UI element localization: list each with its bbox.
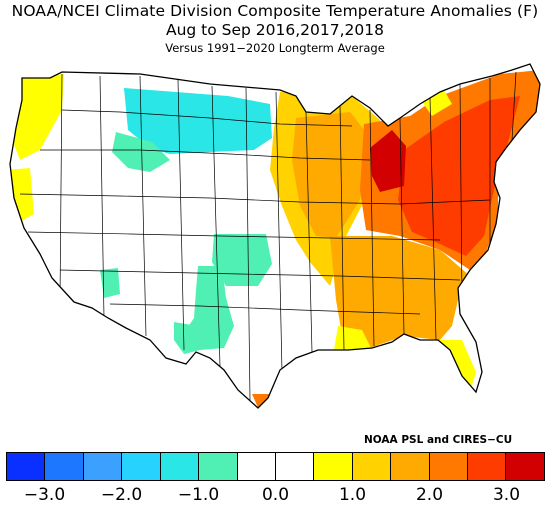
division-boundary-line xyxy=(59,73,63,301)
color-scale-tick-label: 3.0 xyxy=(492,485,521,505)
color-scale-swatch xyxy=(237,453,276,480)
southeast-warm-region xyxy=(330,236,470,348)
color-scale-tick-label: 0.0 xyxy=(261,485,290,505)
color-scale-bar xyxy=(6,452,545,481)
color-scale-swatch xyxy=(122,453,161,480)
division-boundary-line xyxy=(511,71,517,141)
color-scale-swatch xyxy=(160,453,200,480)
color-scale-swatch xyxy=(506,453,544,480)
division-boundary-line xyxy=(305,111,313,353)
division-boundary-line xyxy=(211,85,221,367)
us-climate-division-map xyxy=(9,63,541,409)
color-scale-swatch xyxy=(83,453,123,480)
color-scale-tick-label: −2.0 xyxy=(100,485,143,505)
northern-plains-cool-region xyxy=(124,88,272,154)
west-texas-cool-region xyxy=(174,322,200,354)
division-boundary-line xyxy=(369,109,375,347)
division-boundary-line xyxy=(245,87,251,401)
division-boundary-line xyxy=(275,91,283,373)
color-scale-swatch xyxy=(275,453,315,480)
pacific-northwest-warm-region xyxy=(10,74,64,160)
map-period: Aug to Sep 2016,2017,2018 xyxy=(165,21,384,39)
division-boundary-line xyxy=(339,103,345,351)
division-boundary-line xyxy=(99,75,105,319)
division-boundary-line xyxy=(429,97,437,341)
map-baseline: Versus 1991−2020 Longterm Average xyxy=(165,41,385,55)
division-boundary-line xyxy=(399,117,405,335)
division-boundary-line xyxy=(27,231,441,241)
color-scale-swatch xyxy=(199,453,238,480)
color-scale-tick-label: 1.0 xyxy=(338,485,367,505)
california-coast-warm-region xyxy=(10,168,34,222)
division-boundary-line xyxy=(139,75,147,337)
montana-wyoming-cool-region xyxy=(112,132,170,172)
mid-atlantic-strong-warm-region xyxy=(398,96,520,256)
division-boundary-line xyxy=(109,303,421,315)
color-scale-swatch xyxy=(391,453,430,480)
color-scale-tick-label: 2.0 xyxy=(415,485,444,505)
color-scale-tick-label: −3.0 xyxy=(23,485,66,505)
color-scale-swatch xyxy=(7,453,46,480)
color-scale-swatch xyxy=(352,453,392,480)
map-title: NOAA/NCEI Climate Division Composite Tem… xyxy=(11,2,539,20)
division-boundary-line xyxy=(459,83,463,301)
color-scale-swatch xyxy=(314,453,353,480)
division-boundary-line xyxy=(59,269,461,281)
division-boundary-line xyxy=(19,193,491,205)
data-credit: NOAA PSL and CIRES−CU xyxy=(364,434,513,446)
michigan-strong-warm-region xyxy=(370,130,406,192)
central-plains-cool-region xyxy=(212,234,272,286)
color-scale-swatch xyxy=(429,453,469,480)
upper-midwest-warm-region xyxy=(292,112,372,238)
us-outline xyxy=(9,63,541,409)
division-boundary-line xyxy=(177,79,185,351)
color-scale-tick-label: −1.0 xyxy=(177,485,220,505)
color-scale-swatch xyxy=(468,453,507,480)
color-scale-swatch xyxy=(45,453,84,480)
climate-division-boundaries xyxy=(19,71,517,401)
arizona-cool-region xyxy=(100,268,120,298)
division-boundary-line xyxy=(40,149,371,161)
